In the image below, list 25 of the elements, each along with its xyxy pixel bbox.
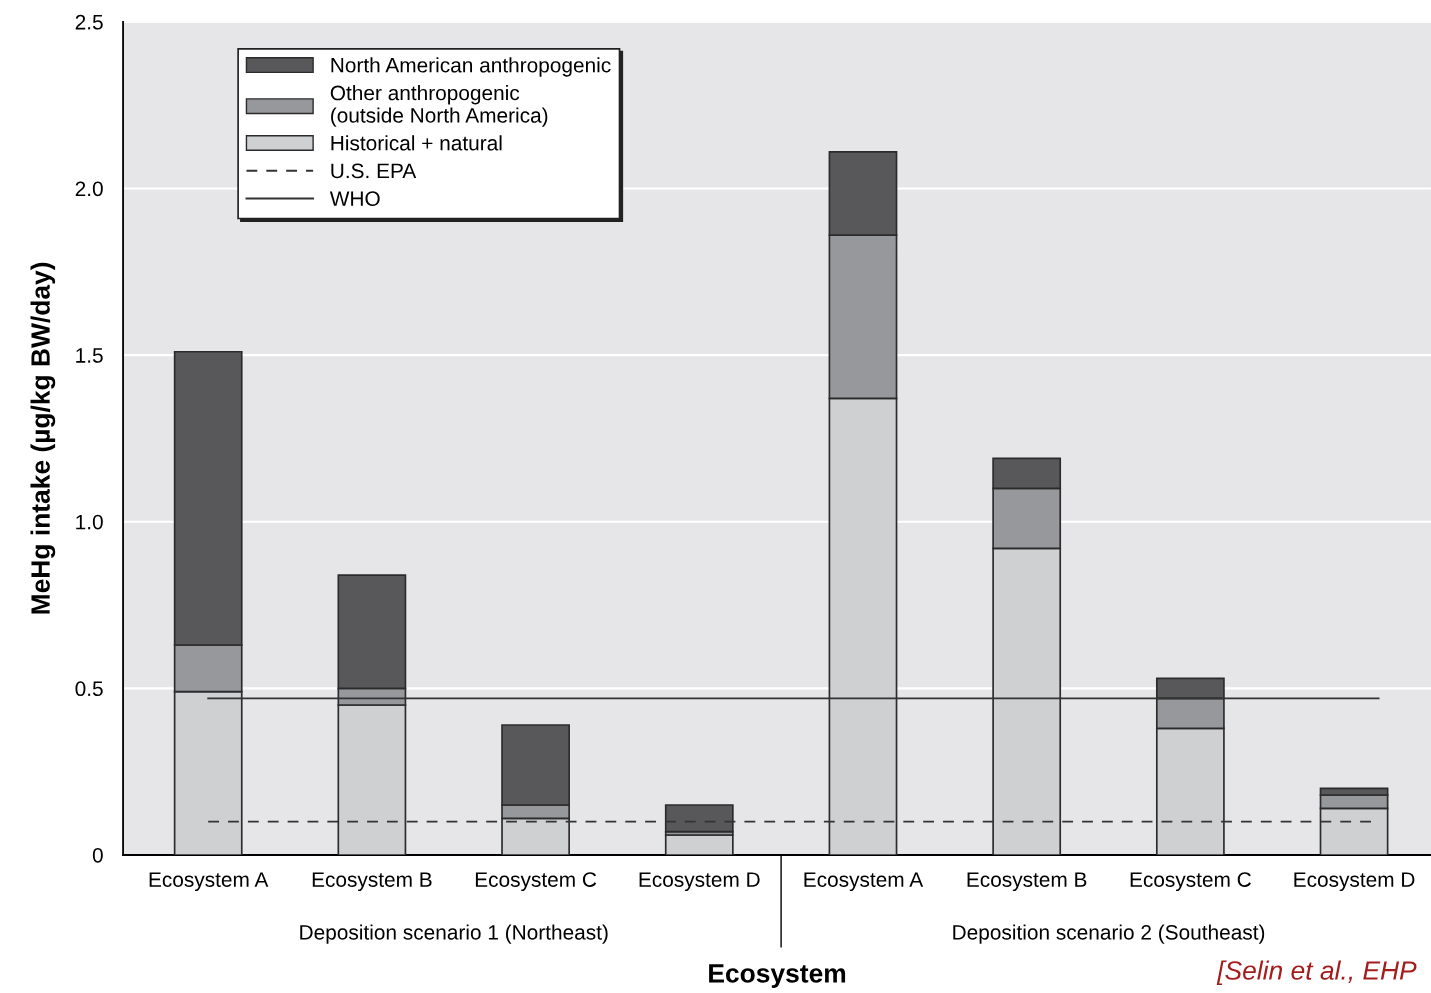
legend-label: Historical + natural bbox=[331, 135, 502, 151]
y-tick-label: 0.5 bbox=[75, 681, 103, 697]
x-tick-label: Ecosystem D bbox=[639, 872, 760, 892]
x-axis-title: Ecosystem bbox=[709, 964, 846, 988]
x-tick-label: Ecosystem B bbox=[967, 872, 1087, 892]
y-tick-label: 2.5 bbox=[75, 14, 103, 30]
y-tick-label: 2.0 bbox=[75, 181, 103, 197]
legend-label: WHO bbox=[329, 191, 380, 207]
x-tick-label: Ecosystem D bbox=[1294, 872, 1415, 892]
y-tick-label: 1.5 bbox=[76, 348, 103, 363]
legend-label: U.S. EPA bbox=[331, 163, 417, 179]
y-tick-label: 0 bbox=[92, 847, 103, 863]
bar bbox=[664, 834, 734, 855]
text: Deposition scenario 1 (Northeast) bbox=[300, 924, 608, 944]
text: Deposition scenario 2 (Southeast) bbox=[953, 924, 1265, 944]
x-tick-label: Ecosystem C bbox=[475, 872, 597, 892]
x-tick-label: Ecosystem C bbox=[1130, 872, 1251, 892]
x-tick-label: Ecosystem B bbox=[312, 872, 432, 892]
x-tick-label: Ecosystem A bbox=[804, 872, 924, 892]
legend-label: North American anthropogenic bbox=[331, 57, 611, 77]
legend-label: Other anthropogenic (outside North America) bbox=[330, 85, 548, 127]
text: [Selin et al., EHP bbox=[1216, 960, 1417, 986]
y-tick-label: 1.0 bbox=[76, 514, 103, 530]
x-tick-label: Ecosystem A bbox=[149, 872, 269, 892]
y-axis-title: MeHg intake (µg/kg BW/day) bbox=[30, 262, 56, 614]
